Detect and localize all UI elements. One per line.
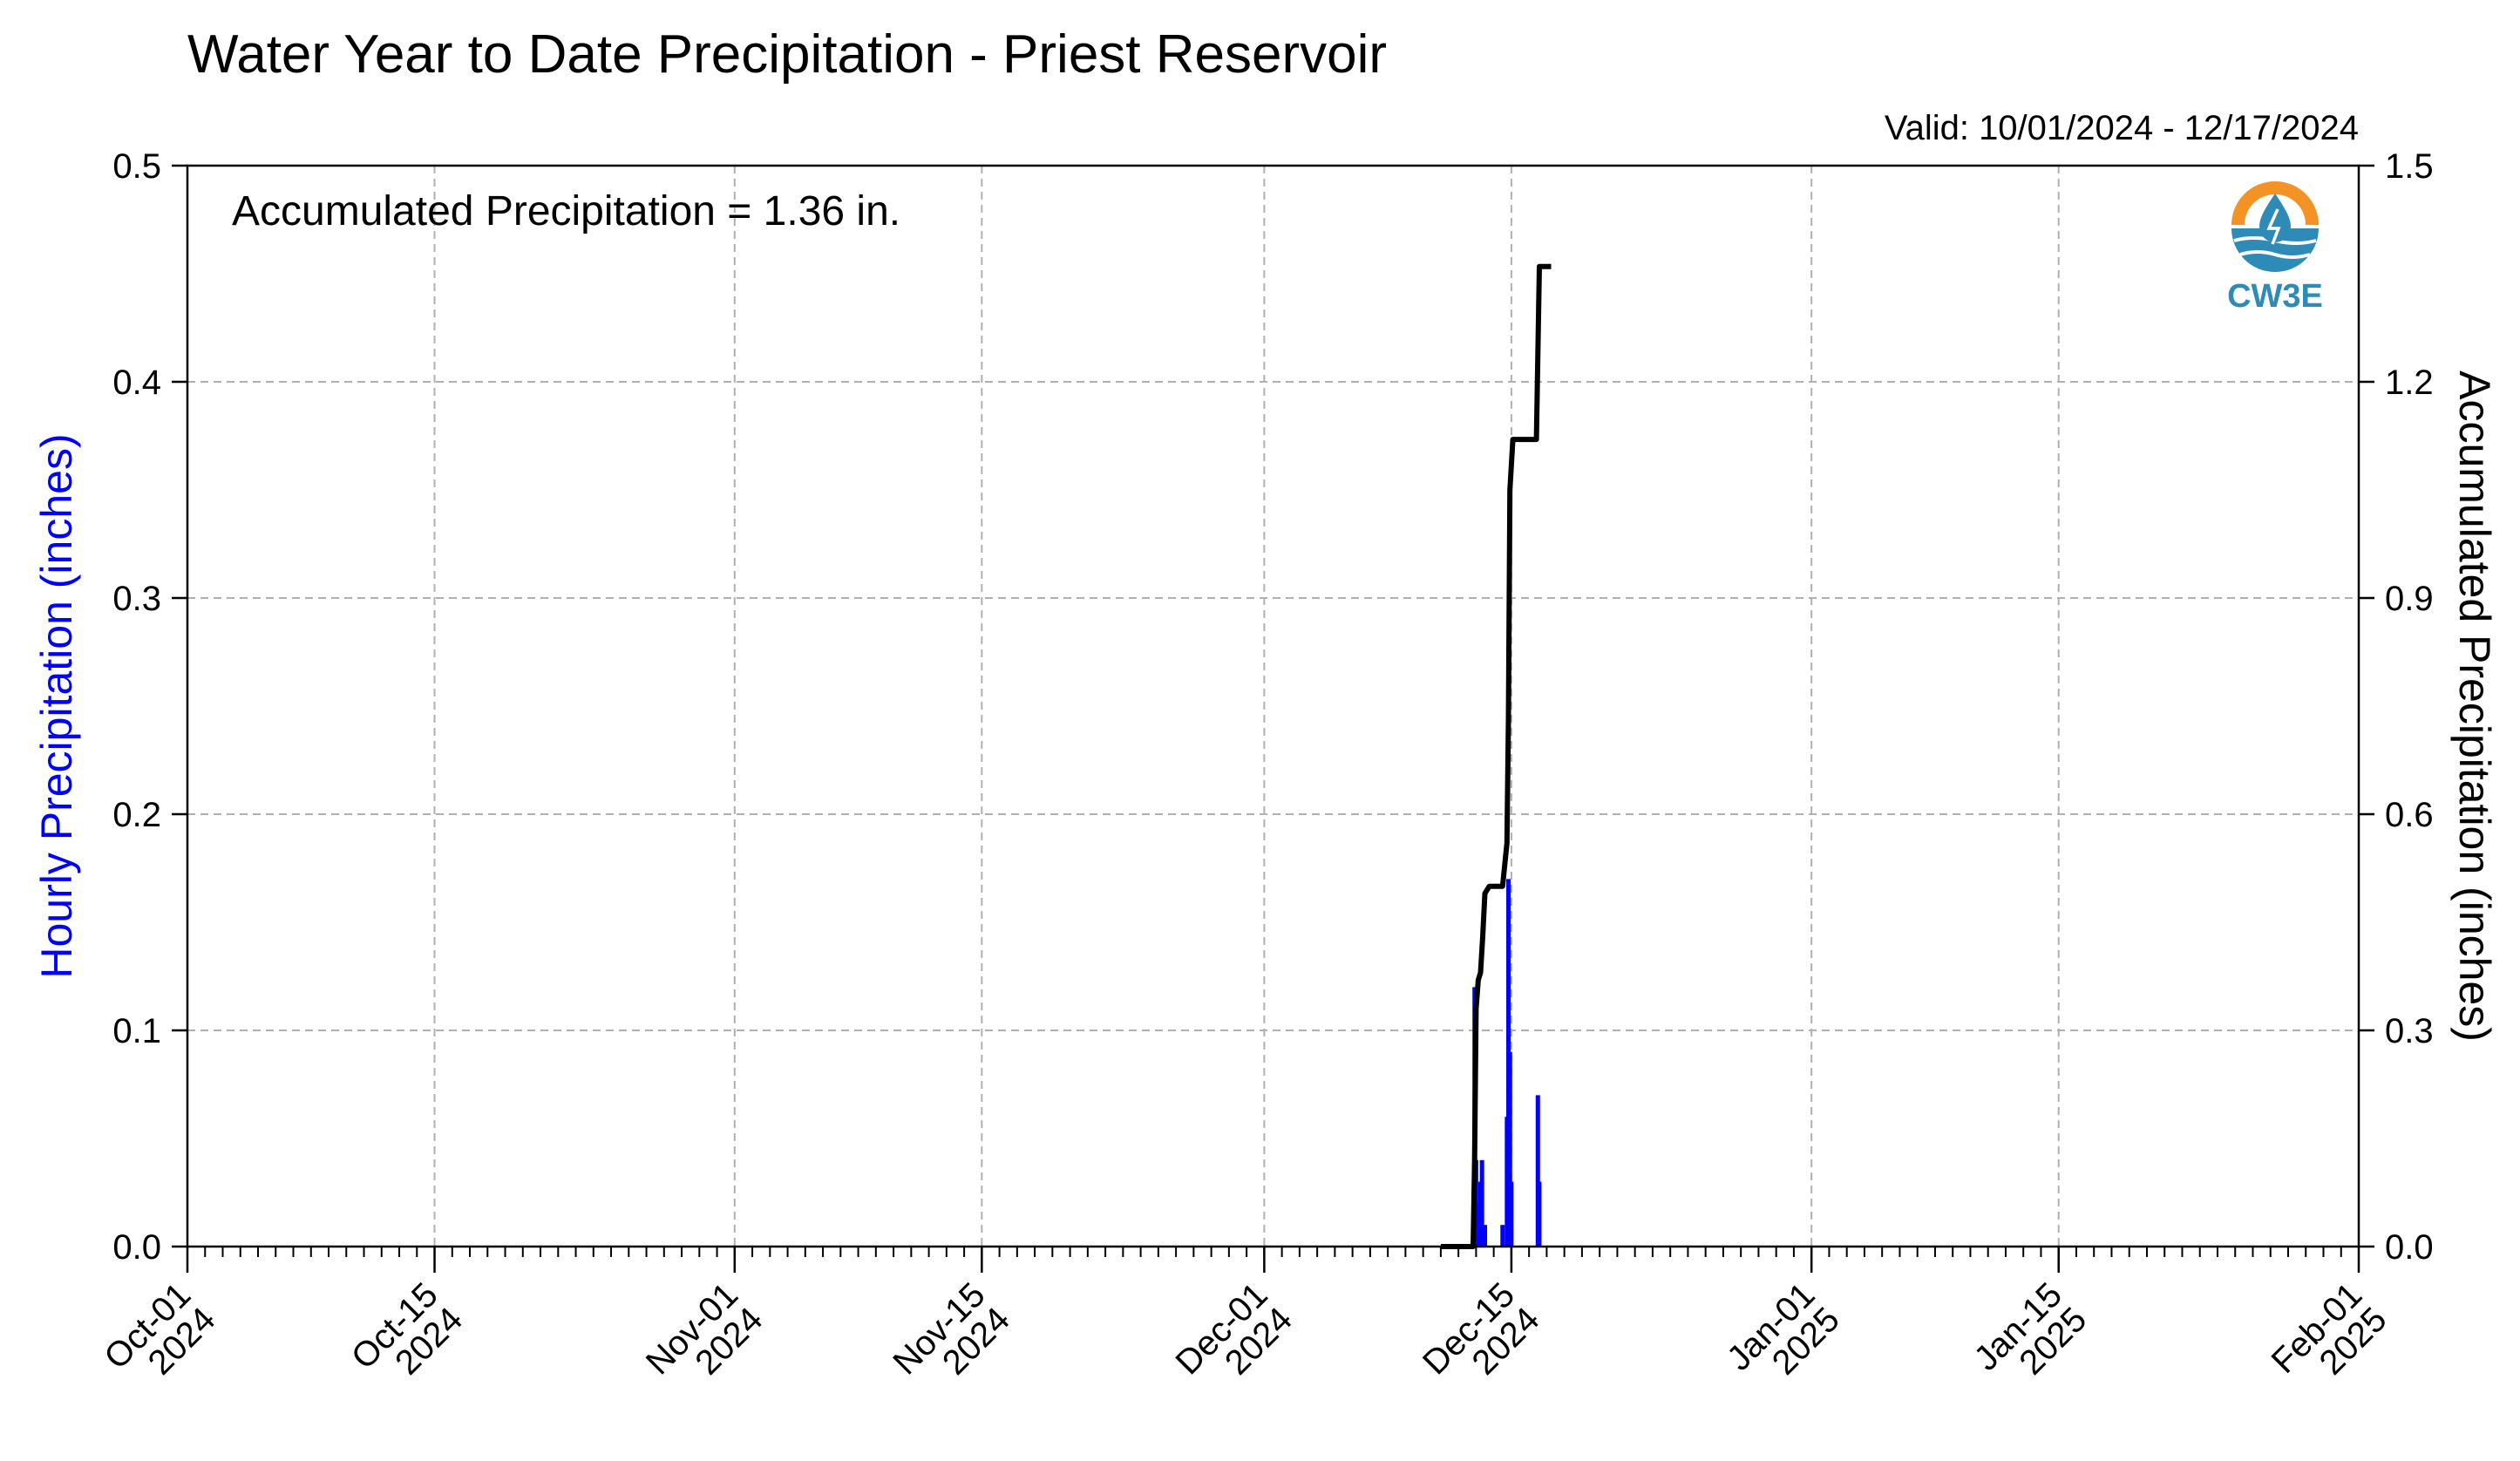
y-right-tick-label: 0.0: [2385, 1228, 2434, 1267]
hourly-bar: [1483, 1225, 1488, 1247]
hourly-bar: [1507, 1051, 1512, 1247]
y-right-tick-label: 1.2: [2385, 364, 2434, 402]
y-right-tick-label: 0.6: [2385, 796, 2434, 834]
hourly-bar: [1535, 1095, 1540, 1247]
y-axis-left-label: Hourly Precipitation (inches): [32, 433, 81, 978]
accumulated-annotation: Accumulated Precipitation = 1.36 in.: [232, 188, 900, 234]
y-right-tick-label: 0.9: [2385, 580, 2434, 618]
y-left-tick-label: 0.0: [112, 1228, 161, 1267]
valid-date-range: Valid: 10/01/2024 - 12/17/2024: [1885, 109, 2359, 147]
chart-title: Water Year to Date Precipitation - Pries…: [187, 24, 1387, 85]
y-left-tick-label: 0.4: [112, 364, 161, 402]
plot-frame: [186, 164, 2360, 1248]
water-drop-sun-logo-icon: [2228, 181, 2322, 272]
accumulated-precip-line-group: [1440, 263, 1552, 1249]
hourly-bar: [1537, 1181, 1542, 1247]
y-right-tick-label: 1.5: [2385, 147, 2434, 186]
hourly-bar: [1509, 1181, 1514, 1247]
accumulated-precip-line: [1440, 263, 1552, 1249]
y-left-tick-label: 0.1: [112, 1012, 161, 1050]
cw3e-logo: CW3E: [2227, 181, 2323, 315]
hourly-bar: [1479, 1159, 1484, 1247]
y-left-tick-label: 0.3: [112, 580, 161, 618]
hourly-bar: [1500, 1225, 1505, 1247]
y-axis-right-label: Accumulated Precipitation (inches): [2450, 370, 2499, 1042]
cw3e-logo-text: CW3E: [2227, 278, 2323, 315]
y-left-tick-label: 0.5: [112, 147, 161, 186]
y-left-tick-label: 0.2: [112, 796, 161, 834]
grid-lines: [187, 166, 2359, 1247]
y-right-tick-label: 0.3: [2385, 1012, 2434, 1050]
